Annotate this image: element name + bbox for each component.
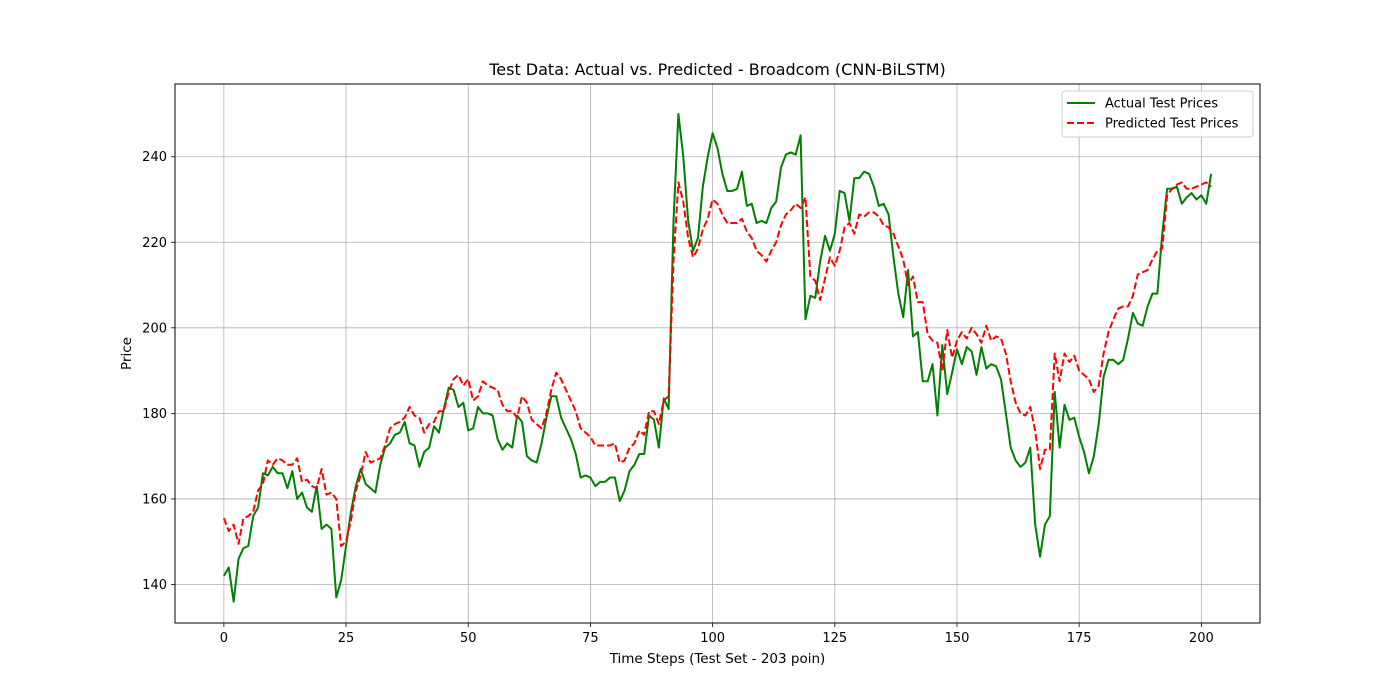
x-tick-label: 125 <box>822 631 847 646</box>
axis-ticks: 0 25 50 75 100 125 150 175 200 140 160 180 200 220 240 <box>142 150 1214 646</box>
y-tick-label: 240 <box>142 150 167 165</box>
y-axis-title: Price <box>119 337 135 370</box>
legend-box <box>1061 90 1254 138</box>
y-tick-label: 220 <box>142 236 167 251</box>
legend: Actual Test Prices Predicted Test Prices <box>1061 90 1254 138</box>
x-tick-label: 100 <box>700 631 725 646</box>
plot-area-frame <box>174 83 1261 624</box>
x-tick-label: 200 <box>1189 631 1214 646</box>
x-tick-label: 75 <box>582 631 599 646</box>
y-tick-label: 200 <box>142 321 167 336</box>
predicted-price-line <box>222 181 1212 547</box>
grid-lines <box>175 84 1260 623</box>
series-lines <box>222 112 1213 603</box>
x-tick-label: 25 <box>338 631 355 646</box>
x-tick-label: 175 <box>1067 631 1092 646</box>
x-tick-label: 50 <box>460 631 477 646</box>
y-tick-label: 180 <box>142 407 167 422</box>
x-tick-label: 0 <box>220 631 228 646</box>
legend-label-actual: Actual Test Prices <box>1105 97 1218 112</box>
x-tick-label: 150 <box>945 631 970 646</box>
x-axis-title: Time Steps (Test Set - 203 poin) <box>609 651 826 667</box>
actual-price-line <box>223 112 1213 603</box>
y-tick-label: 140 <box>142 578 167 593</box>
legend-label-predicted: Predicted Test Prices <box>1105 117 1239 132</box>
chart-title: Test Data: Actual vs. Predicted - Broadc… <box>488 60 946 79</box>
y-tick-label: 160 <box>142 492 167 507</box>
